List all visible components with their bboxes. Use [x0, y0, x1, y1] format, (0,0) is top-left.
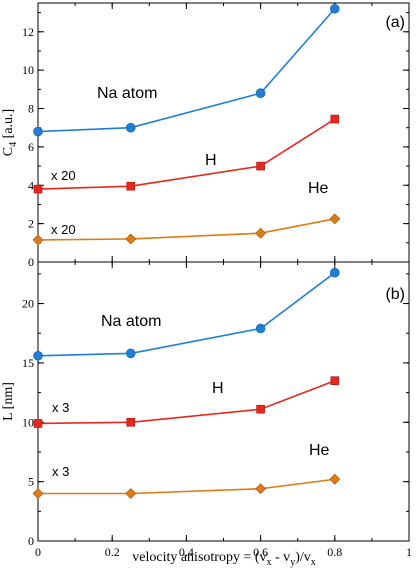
series-line [37, 118, 336, 190]
series-annotation: x 3 [52, 464, 69, 479]
y-tick-label: 2 [28, 217, 34, 231]
y-tick-label: 12 [22, 25, 34, 39]
y-tick-label: 20 [22, 297, 34, 311]
x-tick-label: 0 [35, 545, 41, 559]
y-tick-label: 0 [28, 255, 34, 269]
y-tick-label: 5 [28, 475, 34, 489]
x-axis-label: velocity anisotropy = (vx - vy)/vx [132, 550, 316, 568]
series-h [33, 376, 340, 428]
series-annotation: H [205, 152, 217, 169]
y-tick-label: 8 [28, 102, 34, 116]
series-line [37, 218, 335, 241]
data-point [33, 350, 43, 361]
plot-frame [37, 2, 410, 263]
data-point [329, 267, 340, 278]
data-point [33, 126, 43, 137]
data-point [33, 184, 43, 194]
y-tick-label: 10 [22, 415, 34, 429]
series-annotation: He [309, 442, 330, 459]
data-point [255, 88, 266, 98]
data-point [329, 473, 341, 485]
data-point [255, 227, 267, 239]
data-point [329, 3, 340, 14]
data-point [256, 161, 265, 171]
series-line [37, 8, 336, 133]
x-tick-label: 1 [406, 545, 412, 559]
panel-label: (a) [385, 14, 405, 31]
y-tick-label: 15 [22, 356, 34, 370]
data-point [255, 483, 267, 495]
x-tick-label: 0.4 [179, 545, 194, 559]
series-h [33, 114, 340, 194]
chart-panel-2: 0 5 10 15 20 0 0.2 0.4 0.6 0.8 1 Na atom H He x 3 x 3 (b… [1, 261, 412, 559]
data-point [125, 348, 136, 359]
series-annotation: x 20 [51, 222, 76, 237]
data-point [329, 213, 341, 225]
y-tick-label: 4 [28, 178, 34, 192]
data-point [126, 181, 136, 191]
data-point [256, 404, 265, 414]
data-point [330, 376, 340, 386]
x-tick-label: 0.8 [327, 545, 342, 559]
series-he [32, 473, 341, 499]
x-tick-label: 0.6 [253, 545, 268, 559]
data-point [32, 488, 44, 499]
series-line [37, 379, 336, 425]
data-point [32, 234, 44, 246]
y-tick-label: 10 [22, 63, 34, 77]
data-point [255, 323, 266, 334]
chart-panel-1: 0 2 4 6 8 10 12 Na atom H He x 20 x 20 (a) C4 [a.u.] [1, 2, 410, 269]
plot-frame [37, 261, 410, 542]
data-point [330, 114, 340, 124]
data-point [125, 488, 137, 499]
data-point [33, 419, 43, 428]
data-point [126, 417, 136, 427]
y-axis-label: L [nm] [1, 382, 16, 421]
series-annotation: Na atom [101, 313, 161, 330]
series-annotation: H [212, 380, 224, 397]
data-point [125, 122, 136, 133]
x-tick-label: 0.2 [105, 545, 120, 559]
y-tick-label: 6 [28, 140, 34, 154]
series-he [32, 213, 341, 246]
series-annotation: Na atom [97, 85, 157, 102]
y-tick-label: 0 [28, 534, 34, 548]
panel-label: (b) [385, 286, 405, 303]
series-annotation: x 3 [52, 400, 69, 415]
data-point [125, 233, 137, 245]
series-annotation: He [308, 180, 329, 197]
series-line [38, 478, 335, 495]
series-na-atom [33, 267, 340, 361]
series-na-atom [33, 3, 340, 137]
y-axis-label: C4 [a.u.] [1, 109, 19, 156]
series-annotation: x 20 [51, 168, 76, 183]
series-line [37, 272, 336, 357]
